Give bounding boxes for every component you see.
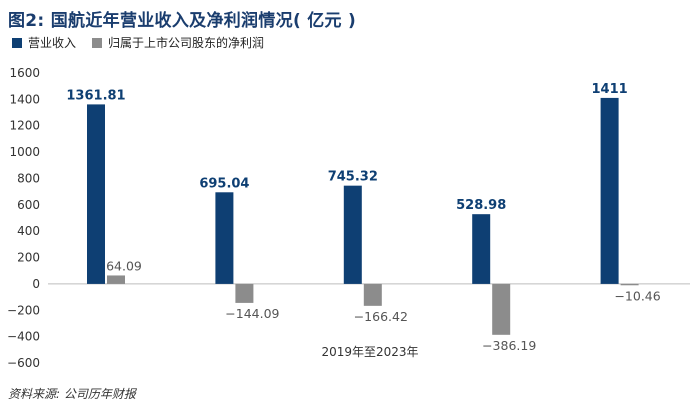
data-label-revenue: 1411 bbox=[592, 82, 628, 97]
bar-revenue bbox=[472, 214, 491, 284]
bar-net-profit bbox=[235, 283, 254, 303]
bar-revenue bbox=[87, 104, 105, 284]
y-tick-label: 800 bbox=[17, 171, 40, 185]
bar-net-profit bbox=[620, 283, 639, 286]
data-label-net-profit: −144.09 bbox=[225, 306, 279, 321]
data-label-revenue: 528.98 bbox=[456, 198, 506, 213]
bar-revenue bbox=[215, 192, 234, 284]
data-label-net-profit: −166.42 bbox=[354, 309, 408, 324]
bar-revenue bbox=[600, 97, 619, 284]
y-tick-label: 400 bbox=[17, 224, 40, 238]
bars bbox=[87, 97, 639, 335]
bar-net-profit bbox=[363, 283, 382, 306]
legend-item-revenue: 营业收入 bbox=[12, 34, 76, 51]
source-note: 资料来源: 公司历年财报 bbox=[8, 387, 136, 401]
legend-label-net-profit: 归属于上市公司股东的净利润 bbox=[108, 36, 265, 50]
bar-net-profit bbox=[107, 275, 125, 284]
y-tick-label: −600 bbox=[7, 356, 40, 370]
data-label-net-profit: 64.09 bbox=[106, 258, 142, 273]
data-label-revenue: 695.04 bbox=[199, 176, 249, 191]
bar-revenue bbox=[343, 185, 362, 284]
y-tick-label: 200 bbox=[17, 251, 40, 265]
y-axis: −600 −400 −200 0 200 400 600 800 1000 1200 1400 160… bbox=[7, 66, 690, 370]
data-label-net-profit: −10.46 bbox=[614, 288, 660, 303]
legend: 营业收入 归属于上市公司股东的净利润 bbox=[12, 34, 280, 51]
bar-net-profit bbox=[492, 283, 511, 335]
y-tick-label: 0 bbox=[32, 277, 40, 291]
x-axis-label: 2019年至2023年 bbox=[321, 345, 418, 359]
legend-label-revenue: 营业收入 bbox=[28, 36, 77, 50]
data-label-net-profit: −386.19 bbox=[482, 338, 536, 353]
data-labels: 1361.81 695.04 745.32 528.98 1411 64.09 −144.0… bbox=[66, 82, 660, 353]
chart-title: 图2: 国航近年营业收入及净利润情况( 亿元 ) bbox=[8, 11, 357, 31]
y-tick-label: −400 bbox=[7, 330, 40, 344]
data-label-revenue: 745.32 bbox=[328, 170, 378, 185]
y-tick-label: 1000 bbox=[9, 145, 40, 159]
legend-item-net-profit: 归属于上市公司股东的净利润 bbox=[92, 34, 264, 51]
legend-swatch-net-profit bbox=[92, 37, 103, 48]
y-tick-label: 1200 bbox=[9, 119, 40, 133]
y-tick-label: 1400 bbox=[9, 92, 40, 106]
legend-swatch-revenue bbox=[12, 37, 22, 48]
y-tick-label: −200 bbox=[7, 303, 40, 317]
y-tick-label: 1600 bbox=[9, 66, 40, 80]
data-label-revenue: 1361.81 bbox=[66, 88, 125, 103]
y-tick-label: 600 bbox=[17, 198, 40, 212]
